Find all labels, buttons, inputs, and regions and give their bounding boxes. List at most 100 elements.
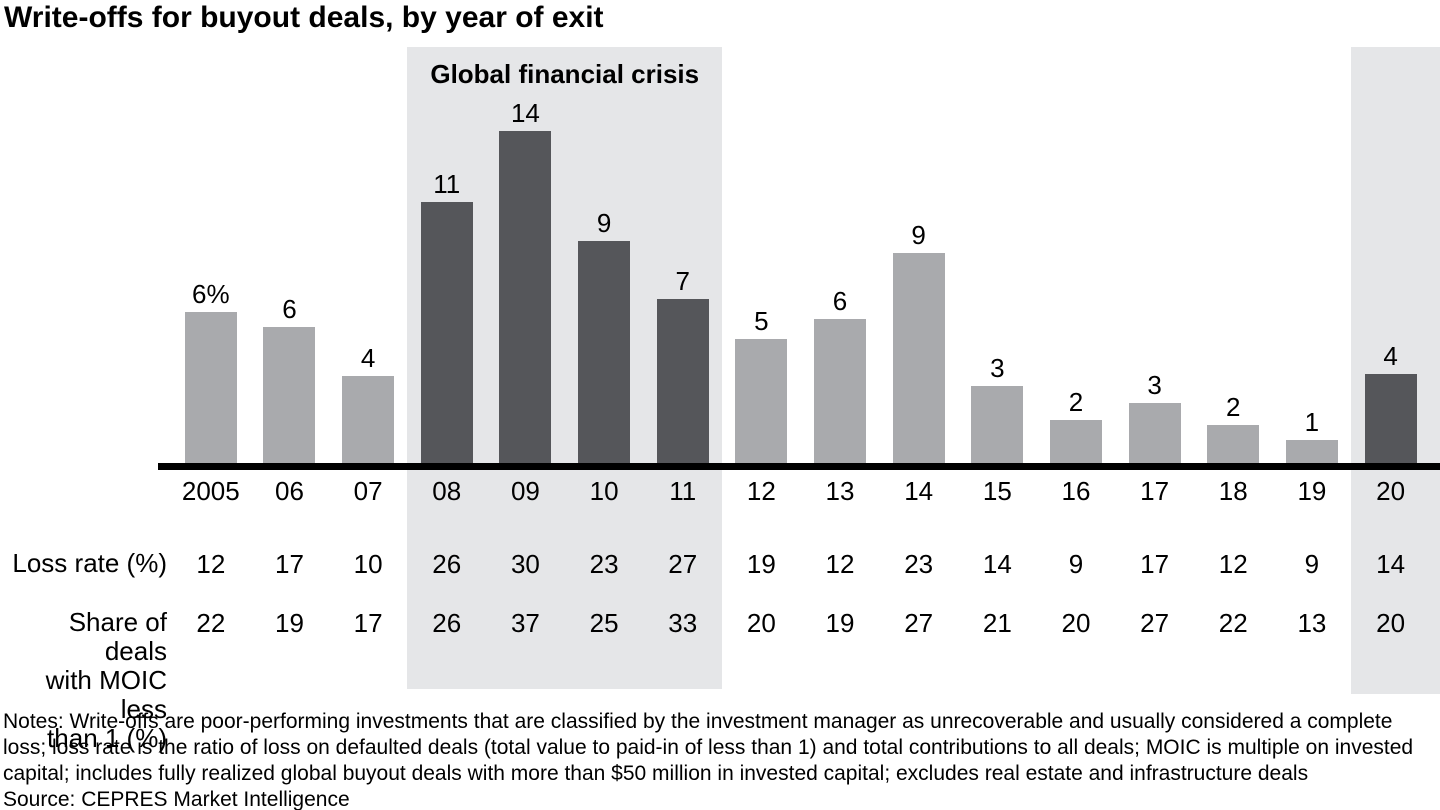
- loss-rate-value: 12: [825, 549, 855, 579]
- year-column-09: 14 09 30 37: [486, 47, 565, 694]
- year-column-11: 7 11 27 33: [643, 47, 722, 694]
- moic-share-value: 22: [1218, 608, 1248, 638]
- loss-rate-value: 9: [1304, 549, 1320, 579]
- year-tick-label: 17: [1140, 476, 1170, 506]
- bar-14: [892, 253, 945, 463]
- loss-rate-value: 9: [1068, 549, 1084, 579]
- loss-rate-value: 14: [982, 549, 1012, 579]
- moic-share-value: 20: [1061, 608, 1091, 638]
- bar-value-label: 3: [990, 353, 1005, 383]
- moic-share-value: 19: [825, 608, 855, 638]
- bar-value-label: 4: [1383, 341, 1398, 371]
- bar-value-label: 2: [1226, 392, 1241, 422]
- bar-value-label: 2: [1068, 387, 1084, 417]
- loss-rate-value: 12: [1218, 549, 1248, 579]
- year-tick-label: 19: [1297, 476, 1327, 506]
- year-column-2005: 6% 2005 12 22: [172, 47, 251, 694]
- bar-value-label: 11: [433, 169, 461, 199]
- year-column-19: 1 19 9 13: [1273, 47, 1352, 694]
- year-column-10: 9 10 23 25: [565, 47, 644, 694]
- year-tick-label: 18: [1218, 476, 1248, 506]
- x-axis-line: [158, 463, 1440, 470]
- year-tick-label: 09: [510, 476, 540, 506]
- bar-chart: Global financial crisis 6% 2005 12 22 6 06 17 1…: [0, 47, 1440, 753]
- year-tick-label: 13: [825, 476, 855, 506]
- bar-value-label: 5: [754, 306, 769, 336]
- moic-share-value: 20: [746, 608, 776, 638]
- loss-rate-value: 14: [1376, 549, 1406, 579]
- moic-share-row-label: Share of deals with MOIC less than 1 (%): [45, 607, 167, 753]
- bar-2005: [184, 312, 237, 463]
- bar-13: [814, 319, 866, 463]
- loss-rate-value: 26: [432, 549, 462, 579]
- moic-share-value: 37: [510, 608, 540, 638]
- moic-share-value: 21: [982, 608, 1012, 638]
- bar-value-label: 14: [510, 98, 540, 128]
- loss-rate-value: 23: [589, 549, 619, 579]
- bar-value-label: 3: [1147, 370, 1162, 400]
- loss-rate-value: 30: [510, 549, 540, 579]
- year-tick-label: 16: [1061, 476, 1091, 506]
- year-tick-label: 15: [982, 476, 1012, 506]
- moic-share-value: 25: [589, 608, 619, 638]
- year-tick-label: 20: [1376, 476, 1406, 506]
- moic-share-value: 26: [432, 608, 462, 638]
- bar-value-label: 9: [596, 208, 612, 238]
- year-tick-label: 14: [904, 476, 934, 506]
- year-column-17: 3 17 17 27: [1115, 47, 1194, 694]
- bar-value-label: 6%: [192, 279, 230, 309]
- bar-18: [1207, 425, 1260, 463]
- bar-10: [578, 241, 631, 463]
- bar-12: [735, 339, 788, 463]
- year-tick-label: 11: [669, 476, 697, 506]
- year-column-18: 2 18 12 22: [1194, 47, 1273, 694]
- loss-rate-value: 17: [275, 549, 304, 579]
- loss-rate-value: 19: [746, 549, 776, 579]
- year-tick-label: 07: [353, 476, 383, 506]
- latest-year-highlight-band: [1351, 47, 1440, 694]
- loss-rate-value: 27: [668, 549, 698, 579]
- bar-08: [420, 202, 473, 463]
- bar-11: [656, 299, 709, 463]
- loss-rate-value: 10: [353, 549, 383, 579]
- bar-06: [263, 327, 316, 463]
- moic-share-value: 17: [353, 608, 383, 638]
- year-tick-label: 06: [275, 476, 304, 506]
- loss-rate-row-label: Loss rate (%): [12, 548, 167, 578]
- year-column-13: 6 13 12 19: [801, 47, 880, 694]
- year-column-12: 5 12 19 20: [722, 47, 801, 694]
- notes-text: Notes: Write-offs are poor-performing in…: [3, 710, 1414, 785]
- loss-rate-value: 23: [904, 549, 934, 579]
- moic-share-value: 27: [1140, 608, 1170, 638]
- year-column-08: 11 08 26 26: [407, 47, 486, 694]
- loss-rate-value: 12: [196, 549, 226, 579]
- bar-20: [1364, 374, 1417, 463]
- bar-value-label: 6: [832, 286, 848, 316]
- bar-07: [342, 376, 395, 463]
- moic-share-value: 19: [275, 608, 304, 638]
- chart-title: Write-offs for buyout deals, by year of …: [4, 1, 604, 34]
- bar-value-label: 6: [282, 294, 297, 324]
- bar-16: [1049, 420, 1102, 463]
- moic-share-value: 20: [1376, 608, 1406, 638]
- source-text: Source: CEPRES Market Intelligence: [3, 788, 350, 810]
- year-column-14: 9 14 23 27: [879, 47, 958, 694]
- bar-value-label: 7: [675, 266, 690, 296]
- bar-value-label: 1: [1304, 407, 1320, 437]
- year-column-06: 6 06 17 19: [250, 47, 329, 694]
- bar-17: [1128, 403, 1181, 463]
- year-column-16: 2 16 9 20: [1037, 47, 1116, 694]
- bar-19: [1285, 440, 1338, 463]
- bar-value-label: 9: [911, 220, 926, 250]
- year-tick-label: 2005: [181, 476, 240, 506]
- year-tick-label: 12: [746, 476, 776, 506]
- bar-09: [499, 131, 552, 463]
- year-tick-label: 08: [432, 476, 462, 506]
- moic-share-value: 33: [668, 608, 698, 638]
- bar-value-label: 4: [360, 343, 376, 373]
- bar-15: [971, 386, 1024, 463]
- year-column-20: 4 20 14 20: [1351, 47, 1430, 694]
- moic-share-value: 22: [196, 608, 226, 638]
- year-column-07: 4 07 10 17: [329, 47, 408, 694]
